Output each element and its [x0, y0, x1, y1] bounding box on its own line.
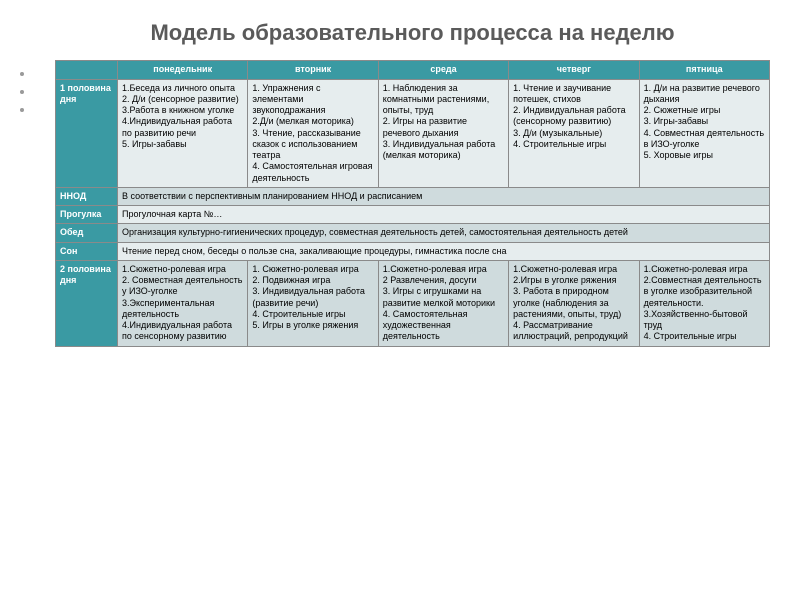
table-row: ПрогулкаПрогулочная карта №… — [56, 206, 770, 224]
table-body: 1 половина дня1.Беседа из личного опыта … — [56, 79, 770, 346]
row-label-half2: 2 половина дня — [56, 260, 118, 346]
col-tue: вторник — [248, 61, 378, 79]
cell-half2-0: 1.Сюжетно-ролевая игра 2. Совместная дея… — [118, 260, 248, 346]
cell-half1-3: 1. Чтение и заучивание потешек, стихов 2… — [509, 79, 639, 187]
page-title: Модель образовательного процесса на неде… — [55, 20, 770, 46]
cell-half1-1: 1. Упражнения с элементами звукоподражан… — [248, 79, 378, 187]
row-label-half1: 1 половина дня — [56, 79, 118, 187]
cell-half1-4: 1. Д/и на развитие речевого дыхания 2. С… — [639, 79, 769, 187]
cell-half1-2: 1. Наблюдения за комнатными растениями, … — [378, 79, 508, 187]
col-mon: понедельник — [118, 61, 248, 79]
cell-half1-0: 1.Беседа из личного опыта 2. Д/и (сенсор… — [118, 79, 248, 187]
table-row: СонЧтение перед сном, беседы о пользе сн… — [56, 242, 770, 260]
table-row: ННОДВ соответствии с перспективным плани… — [56, 187, 770, 205]
row-label-walk: Прогулка — [56, 206, 118, 224]
table-header-row: понедельник вторник среда четверг пятниц… — [56, 61, 770, 79]
col-thu: четверг — [509, 61, 639, 79]
row-label-lunch: Обед — [56, 224, 118, 242]
row-walk-text: Прогулочная карта №… — [118, 206, 770, 224]
row-sleep-text: Чтение перед сном, беседы о пользе сна, … — [118, 242, 770, 260]
row-nnod-text: В соответствии с перспективным планирова… — [118, 187, 770, 205]
cell-half2-3: 1.Сюжетно-ролевая игра 2.Игры в уголке р… — [509, 260, 639, 346]
bullet-decoration — [20, 72, 24, 112]
col-empty — [56, 61, 118, 79]
row-label-nnod: ННОД — [56, 187, 118, 205]
table-row: ОбедОрганизация культурно-гигиенических … — [56, 224, 770, 242]
col-fri: пятница — [639, 61, 769, 79]
row-label-sleep: Сон — [56, 242, 118, 260]
table-row: 1 половина дня1.Беседа из личного опыта … — [56, 79, 770, 187]
cell-half2-1: 1. Сюжетно-ролевая игра 2. Подвижная игр… — [248, 260, 378, 346]
schedule-table: понедельник вторник среда четверг пятниц… — [55, 60, 770, 346]
cell-half2-4: 1.Сюжетно-ролевая игра 2.Совместная деят… — [639, 260, 769, 346]
cell-half2-2: 1.Сюжетно-ролевая игра 2 Развлечения, до… — [378, 260, 508, 346]
table-row: 2 половина дня1.Сюжетно-ролевая игра 2. … — [56, 260, 770, 346]
col-wed: среда — [378, 61, 508, 79]
row-lunch-text: Организация культурно-гигиенических проц… — [118, 224, 770, 242]
